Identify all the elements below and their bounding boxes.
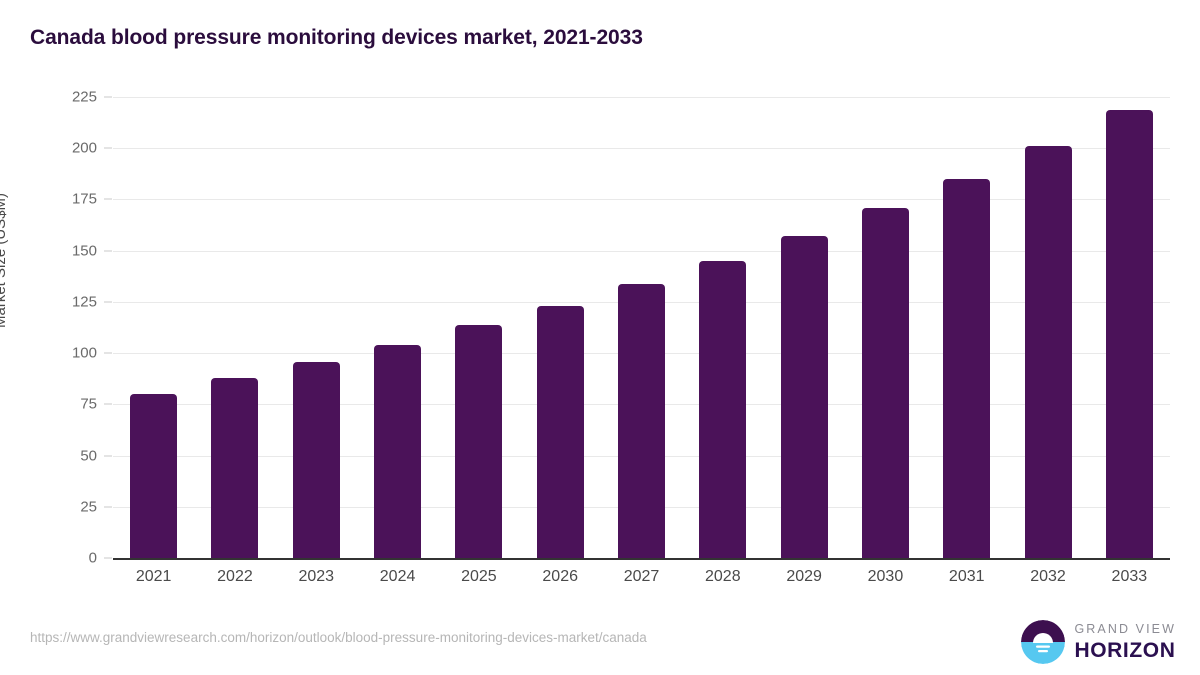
logo-top-text: GRAND VIEW — [1074, 622, 1176, 637]
bar[interactable] — [211, 377, 259, 558]
gridline — [113, 199, 1170, 201]
y-tick-label: 150 — [71, 242, 97, 260]
x-tick-label: 2031 — [948, 568, 985, 585]
bar[interactable] — [699, 260, 747, 558]
y-tick-label: 100 — [71, 344, 97, 362]
y-tick-label: 225 — [71, 88, 97, 106]
x-tick-label: 2024 — [379, 568, 416, 585]
logo-bottom-text: HORIZON — [1074, 638, 1176, 662]
x-tick-label: 2029 — [786, 568, 822, 585]
x-tick-label: 2025 — [461, 568, 497, 585]
y-tick-mark — [104, 250, 112, 252]
y-tick-label: 200 — [71, 139, 97, 157]
y-tick-mark — [104, 96, 112, 98]
bar[interactable] — [780, 236, 828, 558]
x-tick-label: 2032 — [1030, 568, 1066, 585]
x-tick-label: 2021 — [135, 568, 172, 585]
bar[interactable] — [618, 284, 665, 558]
x-tick-label: 2030 — [867, 568, 904, 585]
x-tick-label: 2022 — [217, 568, 253, 585]
x-tick-label: 2026 — [542, 568, 578, 585]
y-tick-mark — [104, 352, 112, 354]
page-title: Canada blood pressure monitoring devices… — [30, 26, 643, 49]
y-tick-label: 175 — [71, 190, 97, 208]
bar[interactable] — [1024, 146, 1072, 558]
y-tick-mark — [104, 455, 112, 457]
y-axis-title: Market Size (US$M) — [0, 192, 9, 328]
y-tick-label: 25 — [80, 498, 97, 516]
logo-wordmark: GRAND VIEW HORIZON — [1074, 623, 1176, 661]
gridline — [113, 97, 1170, 98]
x-tick-label: 2027 — [623, 568, 660, 585]
bar[interactable] — [861, 207, 909, 558]
bar[interactable] — [374, 344, 422, 558]
y-tick-label: 125 — [71, 293, 97, 311]
gridline — [113, 250, 1170, 252]
x-tick-label: 2033 — [1111, 568, 1148, 585]
y-tick-mark — [104, 301, 112, 303]
y-tick-mark — [104, 198, 112, 200]
gridline — [113, 558, 1170, 560]
y-tick-mark — [104, 403, 112, 405]
bar-series — [113, 97, 1170, 558]
bar[interactable] — [130, 394, 178, 558]
x-tick-label: 2028 — [705, 568, 741, 585]
bar[interactable] — [536, 306, 584, 558]
y-tick-mark — [104, 506, 112, 508]
source-url[interactable]: https://www.grandviewresearch.com/horizo… — [30, 630, 647, 645]
y-tick-label: 50 — [80, 447, 97, 465]
y-tick-label: 75 — [80, 395, 97, 413]
bar[interactable] — [1105, 110, 1153, 558]
bar[interactable] — [455, 325, 503, 558]
horizon-logo-icon — [1021, 620, 1066, 664]
x-tick-label: 2023 — [298, 568, 335, 585]
bar[interactable] — [292, 362, 340, 558]
y-tick-label: 0 — [88, 549, 97, 567]
y-tick-mark — [104, 147, 112, 149]
bar[interactable] — [943, 178, 991, 558]
gridline — [113, 148, 1170, 150]
brand-logo: GRAND VIEW HORIZON — [1021, 620, 1176, 664]
y-tick-mark — [104, 557, 112, 559]
